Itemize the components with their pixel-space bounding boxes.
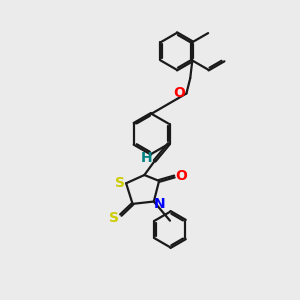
Text: S: S xyxy=(109,211,119,225)
Text: O: O xyxy=(173,86,185,100)
Text: O: O xyxy=(175,169,187,184)
Text: N: N xyxy=(153,197,165,212)
Text: H: H xyxy=(141,151,152,165)
Text: S: S xyxy=(115,176,124,190)
